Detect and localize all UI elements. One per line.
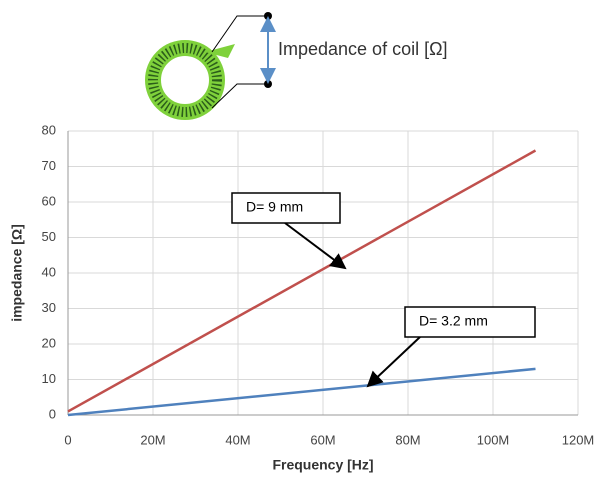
y-tick-label: 0 [49,406,56,421]
series-line [67,367,536,417]
annotation-box [404,306,536,338]
x-tick-label: 120M [562,432,595,447]
y-tick-label: 30 [42,300,56,315]
y-tick-label: 20 [42,335,56,350]
y-tick-label: 40 [42,264,56,279]
x-tick-label: 80M [395,432,420,447]
y-tick-label: 80 [42,122,56,137]
x-tick-label: 40M [225,432,250,447]
x-tick-label: 20M [140,432,165,447]
diagram-label: Impedance of coil [Ω] [278,39,448,59]
x-tick-label: 0 [64,432,71,447]
annotation-label: D= 3.2 mm [419,313,488,329]
y-tick-label: 10 [42,371,56,386]
annotation-label: D= 9 mm [246,199,303,215]
x-tick-label: 100M [477,432,510,447]
y-axis-title: impedance [Ω] [9,224,25,322]
x-axis-title: Frequency [Hz] [272,457,373,473]
x-tick-label: 60M [310,432,335,447]
y-tick-label: 50 [42,229,56,244]
y-tick-label: 60 [42,193,56,208]
series-line [67,149,537,413]
y-tick-label: 70 [42,158,56,173]
annotation-arrow [284,222,347,270]
coil-diagram: Impedance of coil [Ω] [145,12,448,120]
annotation-box [231,192,341,224]
annotation-arrow [366,336,421,388]
